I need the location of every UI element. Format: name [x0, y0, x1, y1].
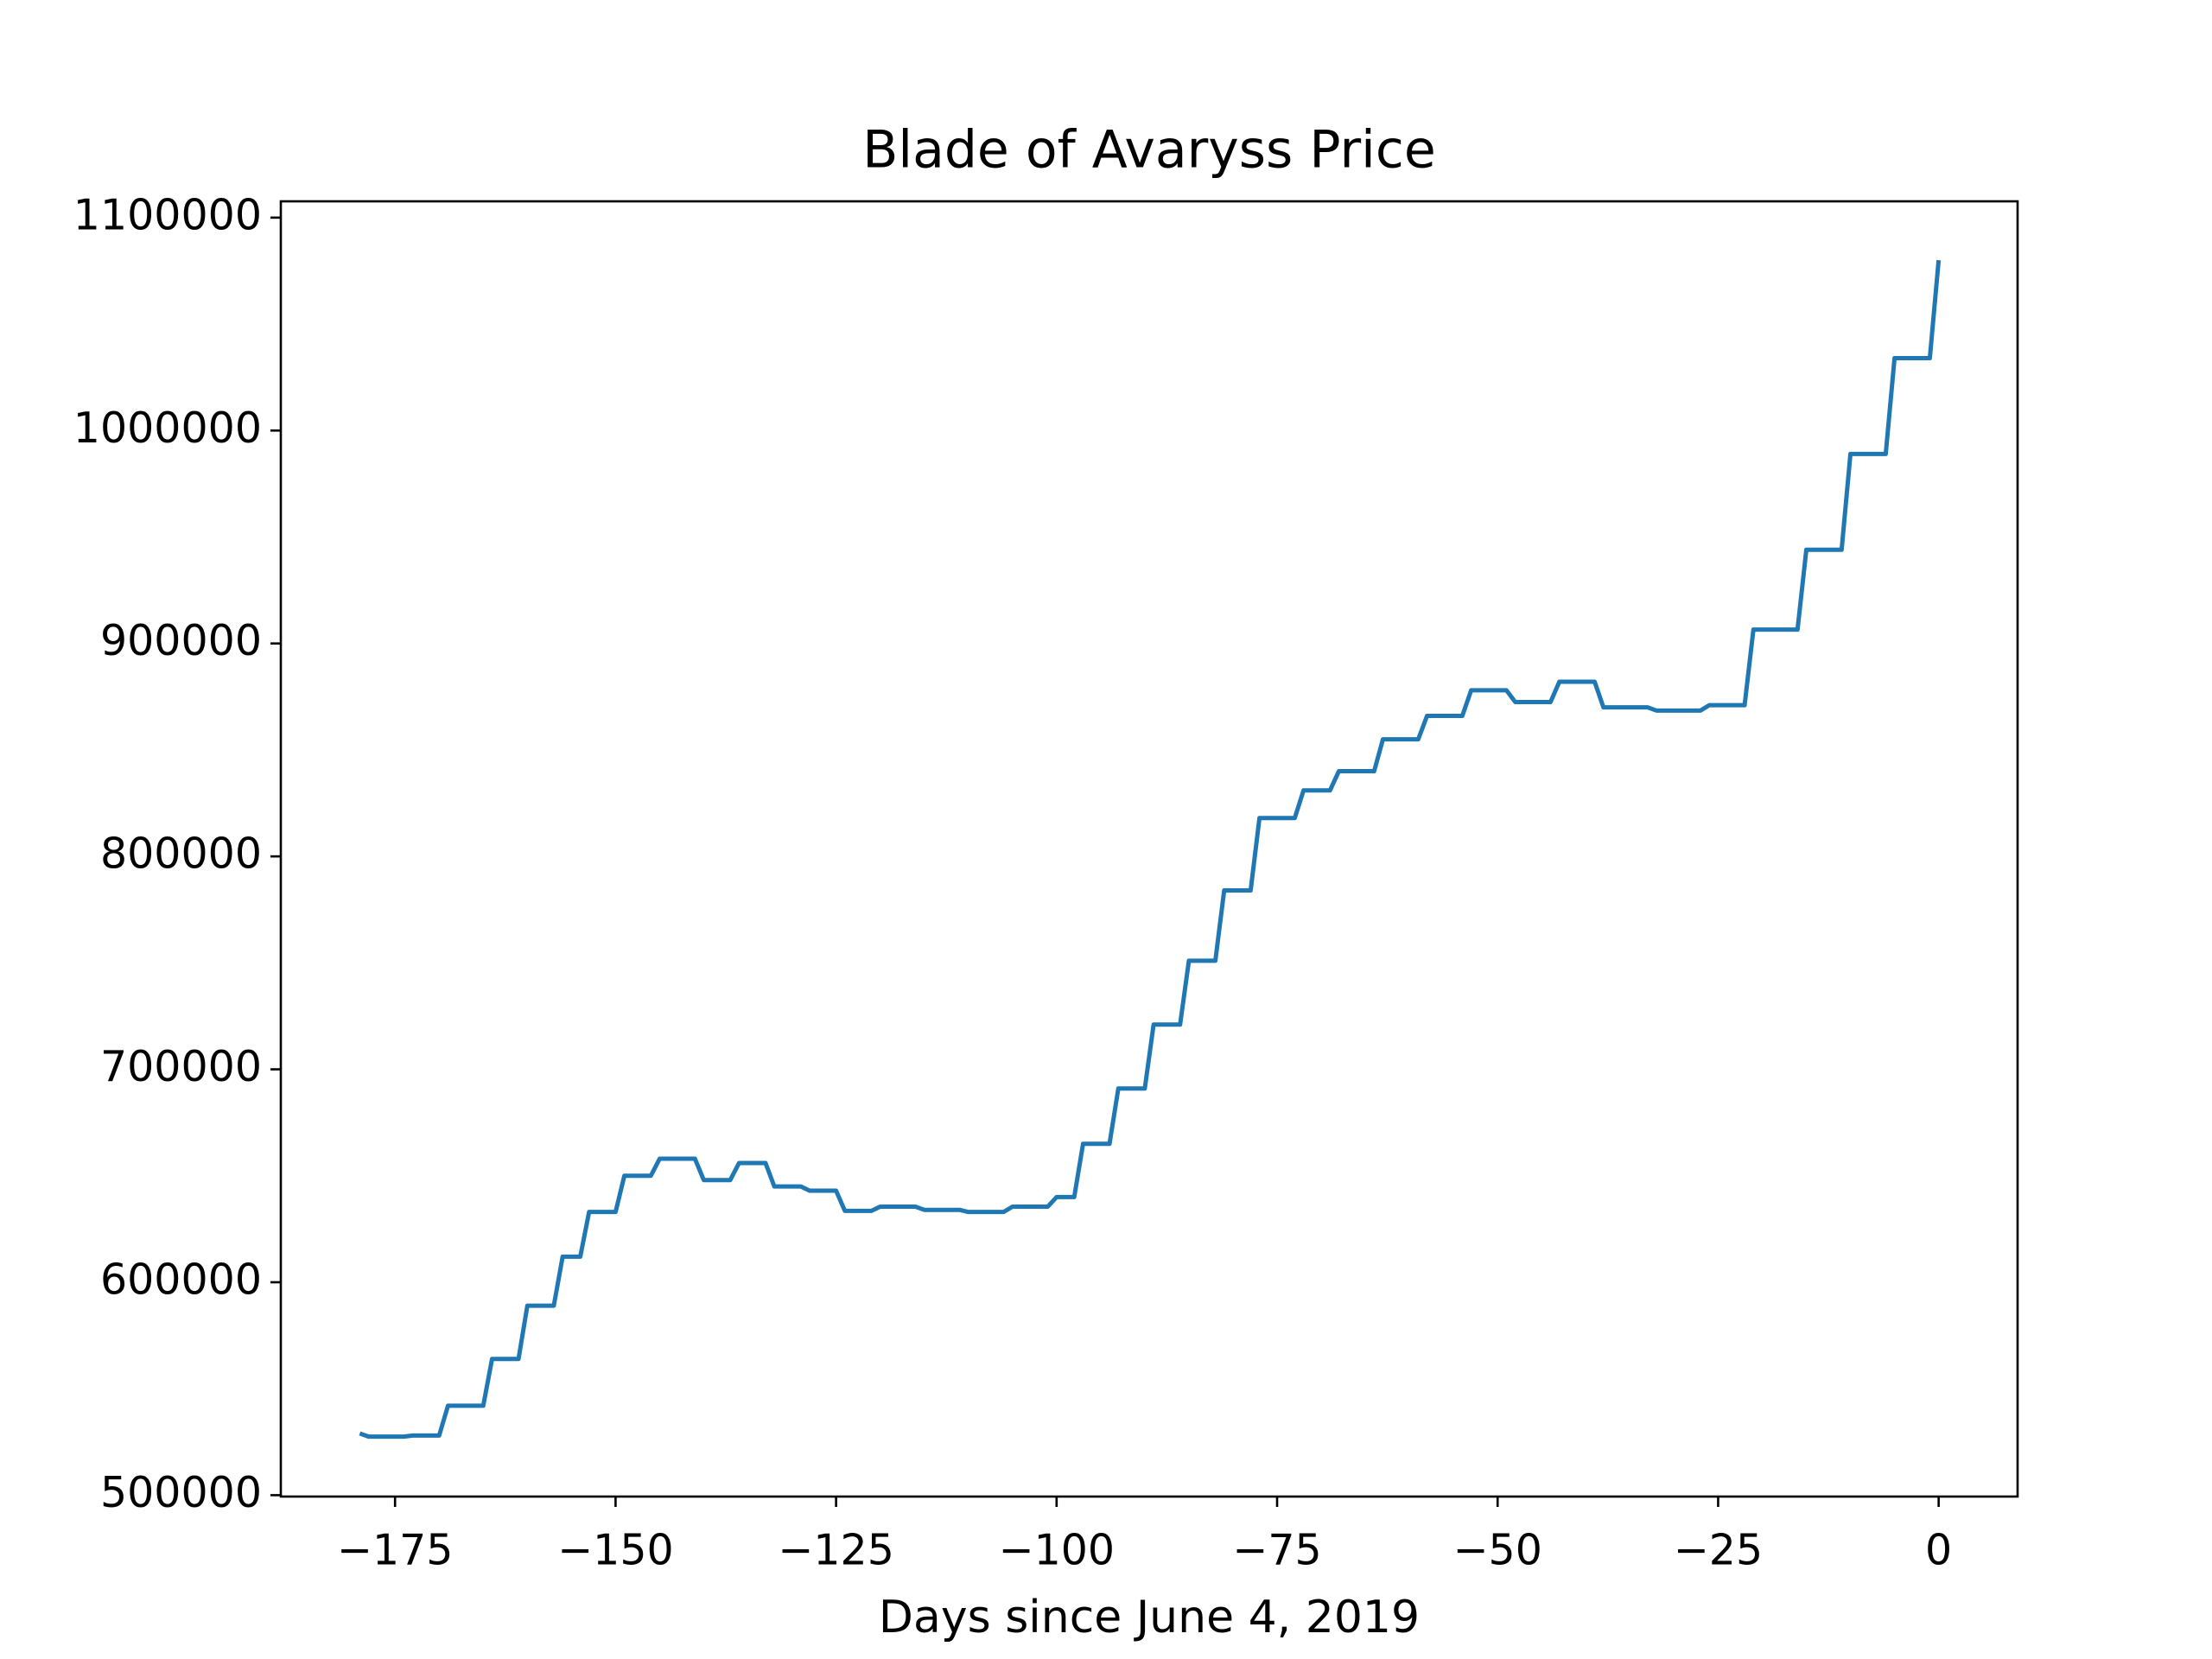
x-tick-label: −50	[1453, 1526, 1542, 1575]
y-tick-label: 1100000	[73, 190, 262, 239]
y-tick-label: 600000	[100, 1255, 262, 1304]
x-axis-label: Days since June 4, 2019	[879, 1592, 1420, 1643]
x-tick-label: −75	[1232, 1526, 1321, 1575]
x-tick-label: −125	[778, 1526, 894, 1575]
x-tick-label: −100	[999, 1526, 1116, 1575]
y-tick-label: 900000	[100, 616, 262, 665]
plot-frame	[279, 200, 2019, 1498]
x-tick-label: 0	[1925, 1526, 1952, 1575]
price-line	[359, 259, 1942, 1440]
y-tick-label: 800000	[100, 830, 262, 879]
y-tick-label: 500000	[100, 1468, 262, 1517]
y-tick-label: 700000	[100, 1042, 262, 1091]
x-tick-label: −150	[557, 1526, 674, 1575]
chart-title: Blade of Avaryss Price	[862, 120, 1436, 181]
y-tick-label: 1000000	[73, 404, 262, 453]
x-tick-label: −175	[337, 1526, 454, 1575]
x-tick-label: −25	[1674, 1526, 1763, 1575]
